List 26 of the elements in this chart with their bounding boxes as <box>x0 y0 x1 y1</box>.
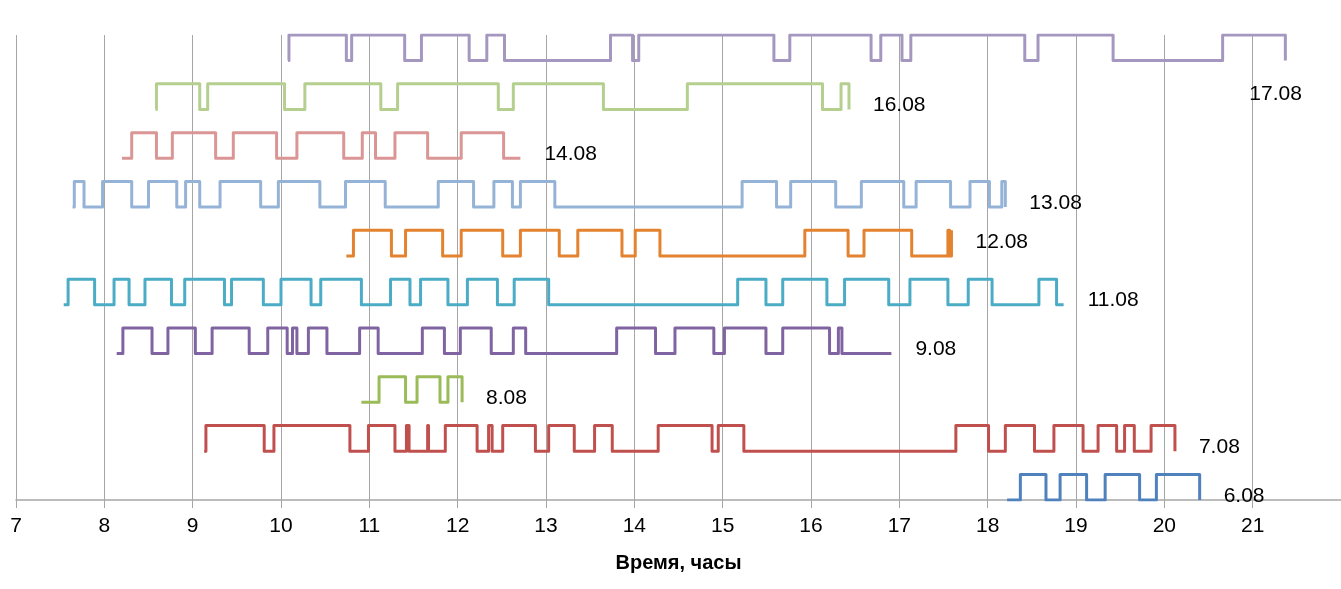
series-label: 9.08 <box>915 336 957 360</box>
x-axis-title: Время, часы <box>615 551 742 573</box>
series-label: 17.08 <box>1249 81 1302 105</box>
series-label: 7.08 <box>1198 433 1240 457</box>
x-tick-label: 7 <box>10 513 22 536</box>
x-tick-label: 9 <box>186 513 199 536</box>
x-tick-label: 11 <box>358 513 381 536</box>
x-tick-label: 12 <box>445 513 470 536</box>
x-tick-label: 18 <box>975 513 1000 536</box>
x-tick-label: 8 <box>98 513 111 536</box>
series-label: 16.08 <box>872 91 926 115</box>
x-tick-label: 19 <box>1064 513 1088 536</box>
series-label: 12.08 <box>975 228 1029 252</box>
x-tick-label: 21 <box>1240 513 1265 536</box>
series-label: 6.08 <box>1223 482 1265 506</box>
x-tick-label: 16 <box>799 513 823 536</box>
x-tick-label: 10 <box>269 513 293 536</box>
series-label: 8.08 <box>486 384 527 408</box>
series-label: 11.08 <box>1087 287 1139 311</box>
series-label: 14.08 <box>544 140 597 164</box>
series-label: 13.08 <box>1029 189 1082 213</box>
x-tick-label: 13 <box>534 513 558 536</box>
x-tick-label: 17 <box>887 513 912 536</box>
x-tick-label: 14 <box>622 513 647 536</box>
x-tick-label: 15 <box>710 513 735 536</box>
x-tick-label: 20 <box>1152 513 1177 536</box>
